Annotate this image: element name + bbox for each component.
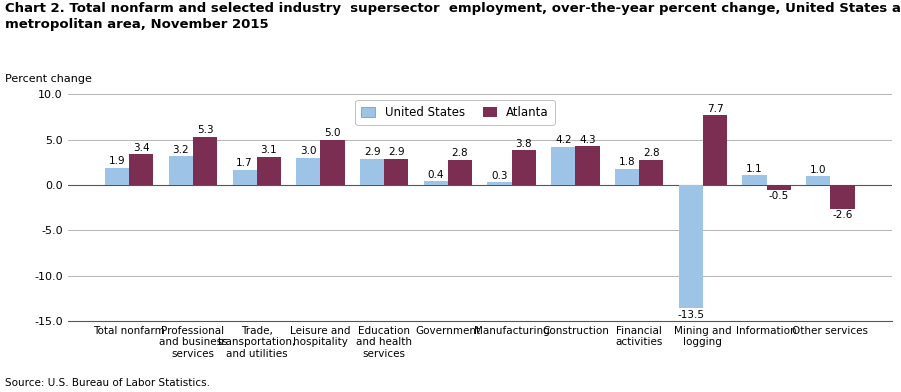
- Text: 3.2: 3.2: [173, 145, 189, 154]
- Text: 4.3: 4.3: [579, 134, 596, 145]
- Text: 2.9: 2.9: [388, 147, 405, 157]
- Bar: [321, 140, 345, 185]
- Text: 2.8: 2.8: [643, 148, 660, 158]
- Bar: [576, 146, 599, 185]
- Bar: [742, 175, 767, 185]
- Text: 0.4: 0.4: [428, 170, 444, 180]
- Bar: [831, 185, 854, 209]
- Bar: [257, 157, 281, 185]
- Legend: United States, Atlanta: United States, Atlanta: [355, 100, 555, 125]
- Text: 7.7: 7.7: [706, 103, 724, 114]
- Text: metropolitan area, November 2015: metropolitan area, November 2015: [5, 18, 268, 31]
- Bar: [678, 185, 703, 308]
- Text: 0.3: 0.3: [491, 171, 508, 181]
- Text: 3.0: 3.0: [300, 146, 316, 156]
- Text: 1.0: 1.0: [810, 165, 826, 174]
- Bar: [487, 182, 512, 185]
- Text: 3.1: 3.1: [260, 145, 278, 156]
- Bar: [551, 147, 576, 185]
- Text: 5.3: 5.3: [196, 125, 214, 136]
- Bar: [193, 137, 217, 185]
- Bar: [512, 151, 536, 185]
- Text: 1.7: 1.7: [236, 158, 253, 168]
- Bar: [129, 154, 153, 185]
- Text: 1.1: 1.1: [746, 163, 763, 174]
- Bar: [105, 168, 129, 185]
- Text: Source: U.S. Bureau of Labor Statistics.: Source: U.S. Bureau of Labor Statistics.: [5, 378, 210, 388]
- Text: 2.8: 2.8: [451, 148, 469, 158]
- Text: 2.9: 2.9: [364, 147, 380, 157]
- Text: 1.9: 1.9: [109, 156, 125, 166]
- Text: -0.5: -0.5: [769, 191, 788, 201]
- Bar: [703, 115, 727, 185]
- Text: 3.4: 3.4: [133, 143, 150, 153]
- Bar: [448, 160, 472, 185]
- Bar: [639, 160, 663, 185]
- Text: Percent change: Percent change: [5, 74, 91, 84]
- Text: 4.2: 4.2: [555, 136, 571, 145]
- Bar: [423, 181, 448, 185]
- Text: -2.6: -2.6: [833, 211, 852, 220]
- Bar: [296, 158, 321, 185]
- Bar: [767, 185, 791, 190]
- Bar: [168, 156, 193, 185]
- Bar: [360, 159, 384, 185]
- Bar: [384, 159, 408, 185]
- Bar: [614, 169, 639, 185]
- Text: Chart 2. Total nonfarm and selected industry  supersector  employment, over-the-: Chart 2. Total nonfarm and selected indu…: [5, 2, 901, 15]
- Text: -13.5: -13.5: [678, 310, 705, 319]
- Text: 3.8: 3.8: [515, 139, 532, 149]
- Text: 5.0: 5.0: [324, 128, 341, 138]
- Text: 1.8: 1.8: [619, 157, 635, 167]
- Bar: [806, 176, 831, 185]
- Bar: [232, 170, 257, 185]
